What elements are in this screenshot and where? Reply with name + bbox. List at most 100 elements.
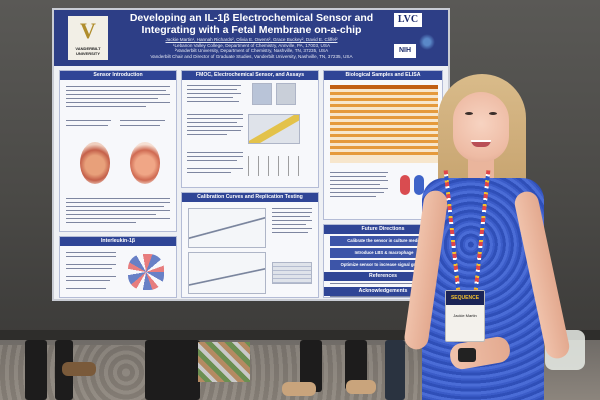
text-line: [66, 86, 170, 88]
poster-affiliation-3: Vanderbilt Chair and Director of Graduat…: [150, 53, 353, 59]
panel-heading: Future Directions: [324, 225, 442, 234]
text-line: [187, 156, 243, 158]
table-row: [330, 122, 438, 125]
text-line: [66, 268, 112, 270]
vanderbilt-logo-letter: V: [80, 18, 96, 43]
text-line: [66, 202, 170, 204]
text-line: [272, 220, 312, 222]
text-line: [187, 97, 233, 99]
attendee-leg: [300, 340, 322, 392]
poster-title-line1: Developing an IL-1β Electrochemical Sens…: [129, 12, 374, 24]
text-line: [187, 152, 243, 154]
text-line: [66, 94, 170, 96]
text-line: [272, 208, 312, 210]
attendee-shoe: [62, 362, 96, 376]
text-line: [120, 120, 165, 122]
table-row: [330, 110, 438, 113]
attendee-leg: [385, 340, 405, 400]
sample-vial-icon: [414, 175, 424, 195]
university-seal-icon: [419, 34, 435, 50]
text-line: [330, 184, 380, 186]
references-heading: References: [324, 272, 442, 281]
text-line: [330, 180, 388, 182]
text-line: [66, 264, 116, 266]
text-line: [120, 125, 160, 127]
text-line: [272, 212, 312, 214]
electrode-diagram: [248, 114, 300, 144]
text-line: [66, 206, 164, 208]
panel-interleukin: Interleukin-1β: [59, 236, 177, 298]
future-item-2: Introduce LBS & macrophage: [330, 248, 438, 258]
text-line: [330, 296, 438, 298]
attendee-shoe: [282, 382, 316, 396]
text-line: [66, 288, 106, 290]
presenter: SEQUENCE Jackie Martin: [402, 70, 572, 400]
text-line: [330, 172, 388, 174]
poster-title-line2: Integrating with a Fetal Membrane on-a-c…: [141, 24, 362, 36]
poster-authors: Jackie Martin¹, Hannah Richards², Olivia…: [165, 37, 338, 42]
floral-bag: [198, 342, 250, 382]
poster-header: V VANDERBILT UNIVERSITY Developing an IL…: [54, 10, 448, 66]
assay-schematic: [248, 156, 308, 176]
text-line: [330, 188, 388, 190]
panel-body: [182, 80, 318, 187]
text-line: [66, 256, 116, 258]
attendee-leg: [25, 340, 47, 400]
text-line: [187, 126, 243, 128]
protein-structure-figure: [128, 254, 164, 290]
organ-illustration: [80, 142, 110, 184]
organ-illustration: [130, 142, 160, 184]
text-line: [187, 93, 241, 95]
panel-body: [60, 80, 176, 231]
text-line: [272, 228, 312, 230]
text-line: [66, 210, 170, 212]
table-row: [330, 140, 438, 143]
table-row: [330, 152, 438, 155]
elisa-table: [330, 85, 438, 163]
text-line: [187, 114, 243, 116]
text-line: [66, 90, 166, 92]
sensor-photo: [276, 83, 296, 105]
text-line: [187, 168, 243, 170]
table-row: [330, 104, 438, 107]
replication-graph: [188, 252, 266, 294]
text-line: [187, 85, 241, 87]
poster-authors-block: Jackie Martin¹, Hannah Richards², Olivia…: [114, 37, 389, 59]
text-line: [272, 224, 306, 226]
table-row: [330, 146, 438, 149]
vanderbilt-logo-text: VANDERBILT UNIVERSITY: [75, 46, 101, 56]
panel-heading: FMOC, Electrochemical Sensor, and Assays: [182, 71, 318, 80]
text-line: [330, 192, 384, 194]
presenter-eye: [489, 112, 497, 115]
presenter-smile: [471, 140, 491, 147]
text-line: [187, 130, 241, 132]
presenter-face: [453, 92, 509, 162]
text-line: [187, 89, 237, 91]
text-line: [66, 218, 170, 220]
calibration-graph: [188, 208, 266, 248]
panel-fmoc: FMOC, Electrochemical Sensor, and Assays: [181, 70, 319, 188]
text-line: [66, 106, 146, 108]
text-line: [66, 198, 170, 200]
text-line: [330, 283, 438, 285]
text-line: [187, 134, 227, 136]
text-line: [187, 122, 237, 124]
text-line: [187, 172, 231, 174]
table-row: [330, 92, 438, 95]
sensor-photo: [252, 83, 272, 105]
panel-body: Calibrate the sensor in culture media In…: [324, 234, 442, 298]
panel-heading: Sensor Introduction: [60, 71, 176, 80]
panel-heading: Interleukin-1β: [60, 237, 176, 246]
table-row: [330, 98, 438, 101]
text-line: [66, 252, 116, 254]
attendee-leg: [145, 340, 200, 400]
text-line: [66, 222, 136, 224]
poster-affiliation-2: ²Vanderbilt University, Department of Ch…: [174, 48, 329, 54]
panel-body: [60, 246, 176, 297]
attendee-leg: [345, 340, 367, 390]
text-line: [272, 232, 308, 234]
table-header: [330, 85, 438, 89]
presenter-eye: [465, 112, 473, 115]
future-item-3: Optimize sensor to increase signal gradi…: [330, 260, 438, 270]
